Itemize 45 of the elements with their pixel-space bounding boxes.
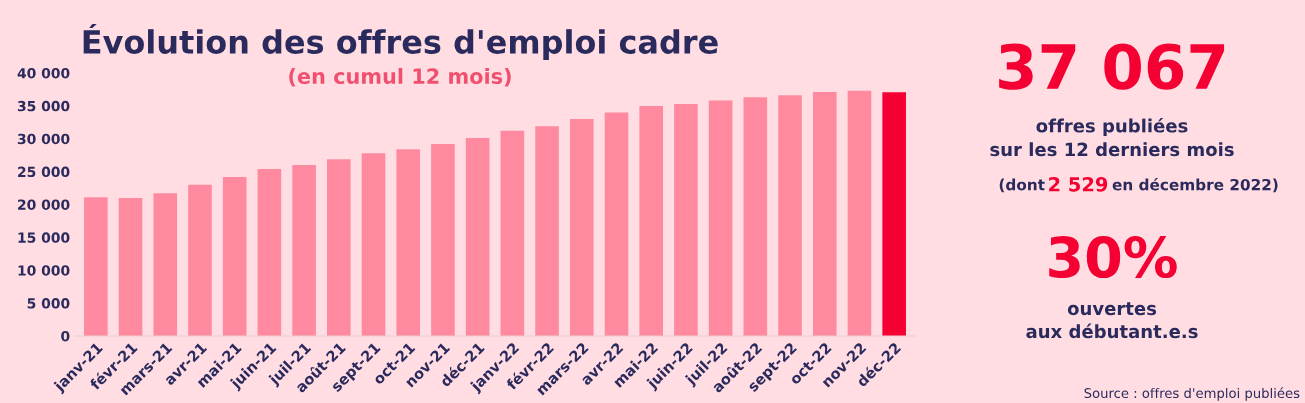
text: aux débutant.e.s bbox=[1026, 323, 1198, 339]
bar bbox=[396, 149, 421, 336]
bar bbox=[118, 197, 143, 336]
text: 30% bbox=[1049, 236, 1177, 279]
bar bbox=[500, 130, 525, 336]
bar bbox=[431, 144, 455, 336]
y-tick-label: 0 bbox=[61, 330, 70, 342]
bar bbox=[361, 153, 386, 336]
source-note: Source : offres d'emploi publiées bbox=[1084, 387, 1300, 401]
bar bbox=[674, 103, 698, 336]
bar bbox=[639, 105, 663, 336]
bar bbox=[84, 197, 108, 336]
bar bbox=[153, 193, 178, 336]
text: ouvertes bbox=[1067, 302, 1157, 316]
bar bbox=[812, 92, 837, 336]
bar bbox=[257, 168, 282, 336]
bar bbox=[778, 95, 802, 336]
bar bbox=[327, 159, 351, 336]
text: offres publiées bbox=[1036, 117, 1188, 137]
bar bbox=[847, 90, 872, 336]
bar bbox=[222, 176, 247, 336]
chart-subtitle: (en cumul 12 mois) bbox=[289, 67, 511, 87]
text: sur les 12 derniers mois bbox=[990, 142, 1234, 157]
y-tick-label: 25 000 bbox=[18, 166, 70, 178]
bar bbox=[535, 126, 559, 336]
text: 2 529 bbox=[1049, 176, 1108, 192]
y-tick-label: 35 000 bbox=[17, 100, 70, 112]
bar bbox=[708, 100, 733, 336]
bar bbox=[465, 138, 490, 336]
y-tick-label: 40 000 bbox=[17, 67, 70, 79]
y-tick-label: 30 000 bbox=[17, 133, 70, 145]
bar bbox=[743, 97, 768, 336]
y-tick-label: 5 000 bbox=[27, 298, 70, 309]
bar bbox=[604, 112, 629, 336]
text: (dont bbox=[999, 178, 1045, 193]
y-tick-label: 20 000 bbox=[18, 199, 70, 210]
y-tick-label: 10 000 bbox=[18, 265, 70, 276]
chart-title: Évolution des offres d'emploi cadre bbox=[83, 23, 718, 61]
y-tick-label: 15 000 bbox=[18, 232, 70, 243]
text: en décembre 2022) bbox=[1112, 178, 1278, 193]
bar bbox=[188, 184, 212, 336]
text: 37 067 bbox=[999, 43, 1225, 90]
bar bbox=[882, 92, 906, 336]
bar bbox=[569, 119, 594, 336]
bar bbox=[292, 165, 316, 336]
